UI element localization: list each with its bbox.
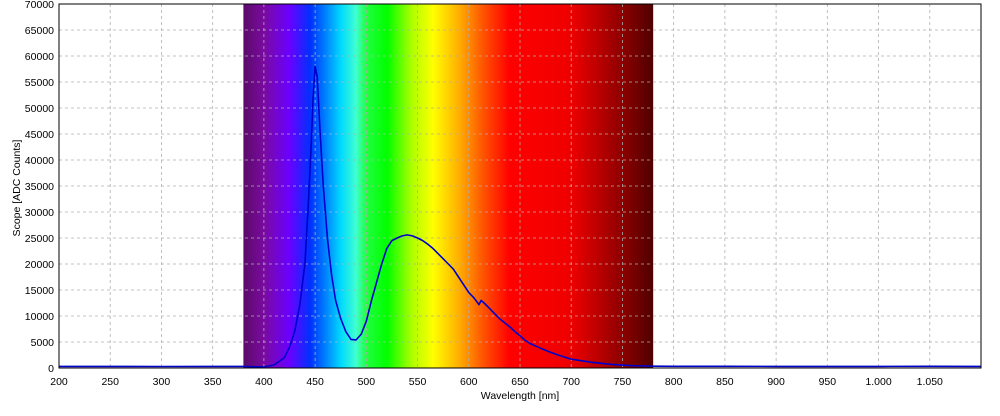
y-tick-label: 15000 [25,285,54,297]
x-tick-label: 800 [665,376,683,388]
y-tick-label: 25000 [25,233,54,245]
y-tick-label: 20000 [25,259,54,271]
x-tick-label: 550 [409,376,427,388]
visible-spectrum-band [243,4,654,368]
x-tick-label: 300 [153,376,171,388]
y-axis-title: Scope [ADC Counts] [11,139,23,236]
data-line [59,65,982,368]
x-tick-label: 1.000 [865,376,891,388]
x-tick-label: 1.050 [917,376,943,388]
y-tick-label: 35000 [25,181,54,193]
y-tick-label: 60000 [25,51,54,63]
x-tick-label: 900 [767,376,785,388]
grid-lines [59,4,981,368]
y-tick-label: 70000 [25,0,54,11]
y-tick-label: 55000 [25,77,54,89]
x-tick-label: 750 [614,376,632,388]
x-tick-label: 600 [460,376,478,388]
x-axis-title: Wavelength [nm] [481,390,559,402]
y-tick-labels: 0 5000 10000 15000 20000 25000 30000 35000 40000… [25,0,54,375]
plot-border [58,3,982,369]
x-tick-label: 400 [255,376,273,388]
x-tick-label: 350 [204,376,222,388]
y-tick-label: 65000 [25,25,54,37]
y-tick-label: 30000 [25,207,54,219]
x-tick-label: 450 [306,376,324,388]
x-tick-label: 700 [562,376,580,388]
x-tick-label: 650 [511,376,529,388]
y-tick-label: 40000 [25,155,54,167]
y-tick-label: 45000 [25,129,54,141]
x-tick-label: 850 [716,376,734,388]
y-tick-label: 10000 [25,311,54,323]
x-tick-label: 950 [819,376,837,388]
y-tick-label: 0 [48,363,54,375]
x-tick-label: 500 [358,376,376,388]
y-tick-label: 50000 [25,103,54,115]
y-tick-label: 5000 [31,337,55,349]
x-tick-label: 200 [50,376,68,388]
x-tick-labels: 200 250 300 350 400 450 500 550 600 650 700 750 800 8… [50,376,943,388]
x-tick-label: 250 [101,376,119,388]
